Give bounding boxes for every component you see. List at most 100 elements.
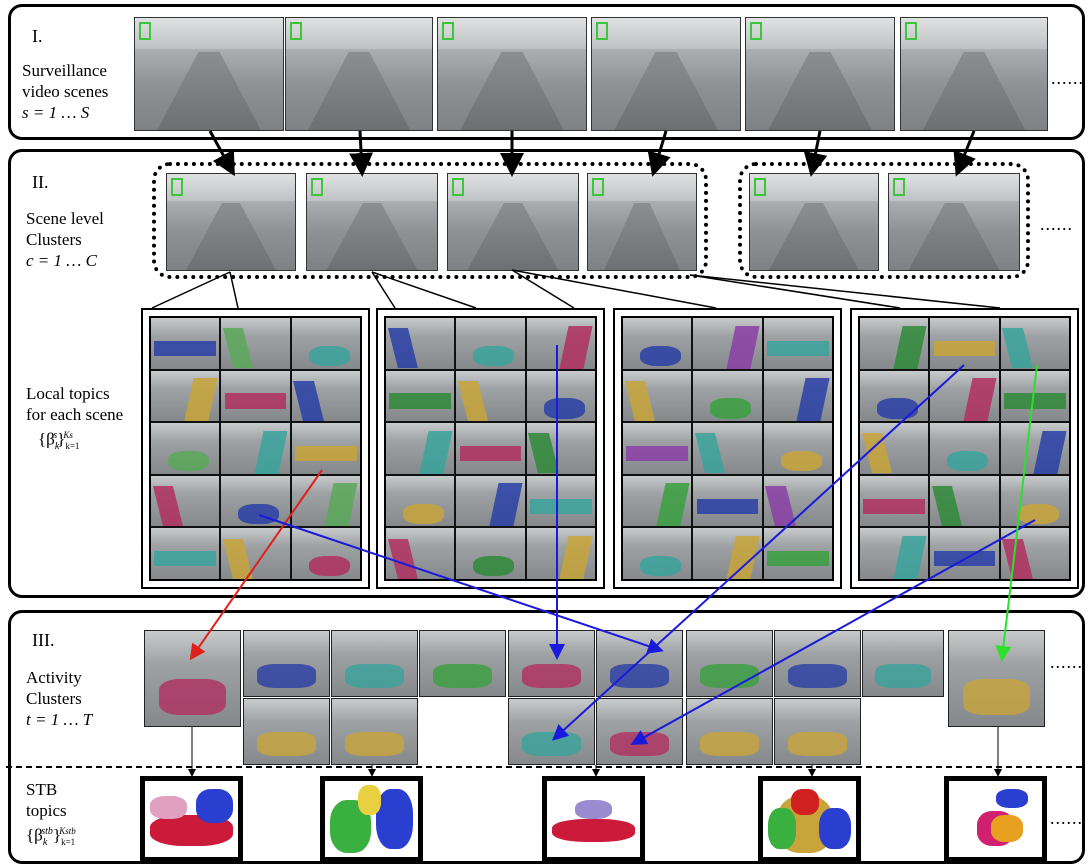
topic-blob [1002, 328, 1034, 369]
stb-topic-image [944, 776, 1047, 862]
topic-cell [291, 423, 360, 474]
topic-blob [726, 325, 760, 369]
topic-blob [473, 556, 515, 577]
topic-blob [640, 345, 682, 367]
activity-thumbnail [596, 698, 683, 765]
topic-blob [293, 380, 325, 422]
camera-logo-icon [171, 178, 183, 196]
topic-cell [1000, 318, 1069, 369]
section-3-roman: III. [32, 630, 55, 650]
camera-logo-icon [452, 178, 464, 196]
topic-cell [221, 423, 290, 474]
topic-blob [224, 393, 287, 409]
topic-blob [489, 483, 523, 527]
topic-cell [1000, 528, 1069, 579]
section-2-label-line1: Scene level [26, 209, 104, 228]
camera-logo-icon [290, 22, 302, 40]
stb-label: STB topics {βkstb}k=1Kstb [26, 779, 76, 853]
topic-blob [238, 503, 280, 524]
camera-logo-icon [139, 22, 151, 40]
topic-blob [387, 328, 419, 369]
stb-divider [6, 766, 1082, 768]
activity-thumbnail [243, 698, 330, 765]
topic-grid-2 [376, 308, 605, 589]
camera-logo-icon [311, 178, 323, 196]
topic-cell [151, 528, 220, 579]
section-3-label: Activity Clusters t = 1 … T [26, 667, 92, 730]
section-1-roman: I. [32, 26, 43, 46]
cluster-thumbnail-6 [888, 173, 1020, 271]
topic-cell [693, 318, 762, 369]
stb-blob [767, 807, 796, 850]
local-topics-line2: for each scene [26, 405, 124, 424]
topic-cell [860, 423, 929, 474]
activity-thumbnail [774, 630, 861, 697]
topic-grid-3 [613, 308, 842, 589]
topic-cell [291, 370, 360, 422]
topic-blob [543, 398, 585, 419]
camera-logo-icon [754, 178, 766, 196]
topic-blob [695, 433, 726, 474]
topic-blob [626, 445, 688, 462]
activity-blob [609, 731, 670, 757]
activity-thumbnail [331, 698, 418, 765]
topic-cell [1000, 423, 1069, 474]
topic-blob [893, 325, 927, 369]
topic-cell [623, 475, 692, 527]
cluster-thumbnail-1 [166, 173, 296, 271]
topic-blob [559, 325, 593, 369]
topic-blob [184, 378, 218, 422]
topic-cell [221, 475, 290, 527]
topic-blob [403, 503, 445, 524]
section-3-label-line3: t = 1 … T [26, 710, 93, 729]
topic-cell [930, 528, 999, 579]
camera-logo-icon [442, 22, 454, 40]
topic-cell [860, 370, 929, 422]
topic-cell [860, 318, 929, 369]
cluster-thumbnail-3 [447, 173, 579, 271]
topic-cell [291, 528, 360, 579]
activity-blob [787, 663, 848, 689]
topic-cell [930, 370, 999, 422]
topic-cell [456, 370, 525, 422]
topic-cell [1000, 370, 1069, 422]
topic-blob [458, 380, 489, 422]
topic-cell [1000, 475, 1069, 527]
stb-topic-image [542, 776, 645, 862]
stb-blob [574, 800, 613, 819]
topic-blob [933, 340, 996, 356]
activity-blob [699, 663, 760, 689]
topic-cell [526, 423, 595, 474]
topic-cell [623, 370, 692, 422]
activity-blob [521, 663, 582, 689]
topic-blob [530, 498, 592, 514]
topic-cell [526, 475, 595, 527]
section-1-label-line1: Surveillance [22, 61, 107, 80]
activity-thumbnail [948, 630, 1045, 727]
section-1-label-line3: s = 1 … S [22, 103, 90, 122]
topic-cell [386, 475, 455, 527]
camera-logo-icon [750, 22, 762, 40]
stb-blob [551, 819, 636, 842]
topic-cell [386, 318, 455, 369]
topic-blob [710, 398, 752, 419]
topic-blob [1017, 503, 1059, 524]
stb-formula: {βkstb}k=1Kstb [26, 825, 76, 849]
topic-blob [1002, 538, 1034, 579]
activity-blob [963, 678, 1030, 715]
section-3-label-line1: Activity [26, 668, 82, 687]
topic-cell [693, 370, 762, 422]
topic-blob [863, 498, 925, 514]
topic-cell [526, 528, 595, 579]
topic-cell [291, 318, 360, 369]
topic-cell [151, 475, 220, 527]
stb-blob [818, 807, 852, 850]
topic-cell [763, 318, 832, 369]
topic-blob [726, 535, 760, 579]
topic-cell [930, 475, 999, 527]
topic-cell [693, 423, 762, 474]
section-2-ellipsis: ...... [1040, 214, 1073, 234]
topic-blob [861, 433, 893, 474]
scene-thumbnail-6 [900, 17, 1048, 131]
camera-logo-icon [596, 22, 608, 40]
